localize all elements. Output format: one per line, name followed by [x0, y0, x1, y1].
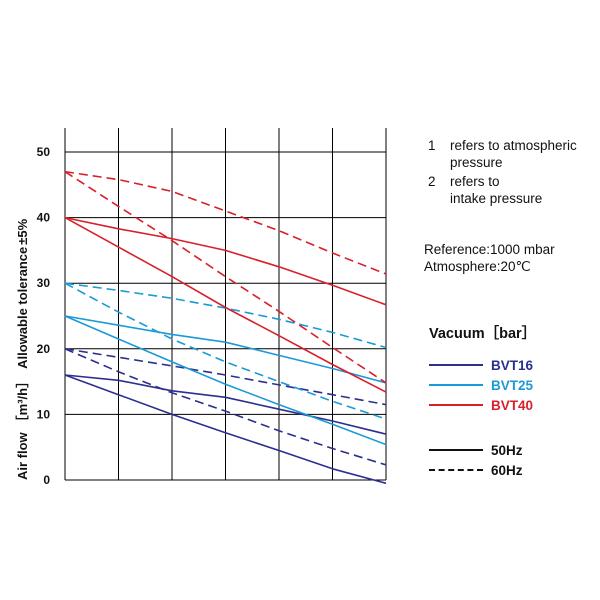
legend-label-bvt25: BVT25 [491, 377, 534, 393]
series-bvt16-60hz [64, 348, 387, 466]
y-tick-labels: 0 10 20 30 40 50 [37, 145, 51, 487]
legend-item-60hz: 60Hz [429, 461, 523, 479]
y-tick-label: 0 [43, 473, 50, 487]
legend-item-50hz: 50Hz [429, 441, 523, 459]
legend-label-50hz: 50Hz [491, 442, 523, 458]
legend-item-bvt25: BVT25 [429, 376, 533, 394]
series-bvt25-50hz [64, 315, 387, 446]
series-bvt16-60hz [64, 348, 387, 406]
legend-swatch-bvt16 [429, 364, 483, 366]
y-tick-label: 20 [37, 342, 51, 356]
series-bvt40-50hz [64, 216, 387, 393]
reference-pressure: Reference:1000 mbar [424, 242, 555, 257]
note-2: 2 refers to intake pressure [428, 173, 542, 207]
note-2-line1: refers to [450, 174, 500, 189]
series-bvt40-60hz [64, 171, 387, 384]
note-1-line1: refers to atmospheric [450, 138, 577, 153]
legend-title: Vacuum［bar］ [429, 326, 537, 342]
series-bvt16-50hz [64, 374, 387, 435]
y-tick-label: 40 [37, 211, 51, 225]
legend-swatch-bvt40 [429, 404, 483, 406]
series-bvt25-60hz [64, 282, 387, 420]
legend-item-bvt16: BVT16 [429, 356, 533, 374]
series-bvt16-50hz [64, 374, 387, 485]
reference-info: Reference:1000 mbar Atmosphere:20℃ [424, 241, 555, 275]
chart-grid [64, 128, 387, 481]
y-axis-label: Air flow［m³/h］Allowable tolerance±5% [15, 218, 30, 480]
y-tick-label: 30 [37, 276, 51, 290]
series-bvt40-60hz [64, 170, 387, 275]
reference-atmosphere: Atmosphere:20℃ [424, 259, 531, 274]
series-bvt40-50hz [64, 216, 387, 306]
chart-series [64, 170, 387, 485]
note-2-number: 2 [428, 174, 436, 189]
y-tick-label: 10 [37, 407, 51, 421]
legend-swatch-60hz [429, 469, 483, 471]
legend-label-bvt16: BVT16 [491, 357, 534, 373]
legend-label-60hz: 60Hz [491, 462, 523, 478]
legend-swatch-50hz [429, 449, 483, 451]
y-tick-label: 50 [37, 145, 51, 159]
legend-label-bvt40: BVT40 [491, 397, 534, 413]
series-bvt25-50hz [64, 315, 387, 384]
note-1-number: 1 [428, 138, 436, 153]
legend-swatch-bvt25 [429, 384, 483, 386]
note-2-line2: intake pressure [450, 191, 543, 206]
legend-item-bvt40: BVT40 [429, 396, 533, 414]
note-1: 1 refers to atmospheric pressure [428, 137, 577, 171]
note-1-line2: pressure [450, 155, 503, 170]
